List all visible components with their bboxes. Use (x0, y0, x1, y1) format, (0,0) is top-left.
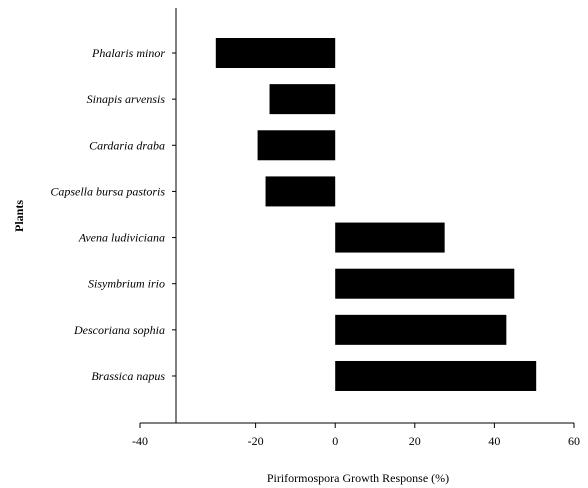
x-axis: -40 -20 0 20 40 60 (132, 422, 580, 448)
category-labels: Phalaris minor Sinapis arvensis Cardaria d… (50, 46, 165, 383)
bar-cardaria-draba (257, 130, 336, 161)
bar-avena-ludiviciana (335, 222, 445, 253)
category-label: Sisymbrium irio (88, 277, 165, 291)
bar-brassica-napus (335, 360, 537, 391)
x-axis-title: Piriformospora Growth Response (%) (267, 471, 449, 485)
x-tick-label: -20 (248, 434, 264, 448)
category-label: Sinapis arvensis (87, 92, 166, 106)
x-tick-label: 40 (488, 434, 500, 448)
category-label: Cardaria draba (89, 138, 165, 152)
category-label: Capsella bursa pastoris (50, 184, 165, 198)
x-tick-label: 0 (332, 434, 338, 448)
x-tick-label: 60 (568, 434, 580, 448)
category-label: Phalaris minor (91, 46, 165, 60)
category-label: Brassica napus (91, 369, 165, 383)
bar-sinapis-arvensis (269, 84, 336, 115)
bars-group (215, 38, 537, 391)
category-label: Avena ludiviciana (78, 231, 165, 245)
bar-phalaris-minor (215, 38, 336, 68)
y-axis (172, 8, 177, 423)
y-axis-title: Plants (12, 200, 26, 232)
category-label: Descoriana sophia (73, 323, 165, 337)
bar-descoriana-sophia (335, 314, 507, 345)
bar-sisymbrium-irio (335, 268, 515, 299)
bar-capsella-bursa-pastoris (265, 176, 336, 207)
x-tick-label: -40 (132, 434, 148, 448)
x-tick-label: 20 (409, 434, 421, 448)
